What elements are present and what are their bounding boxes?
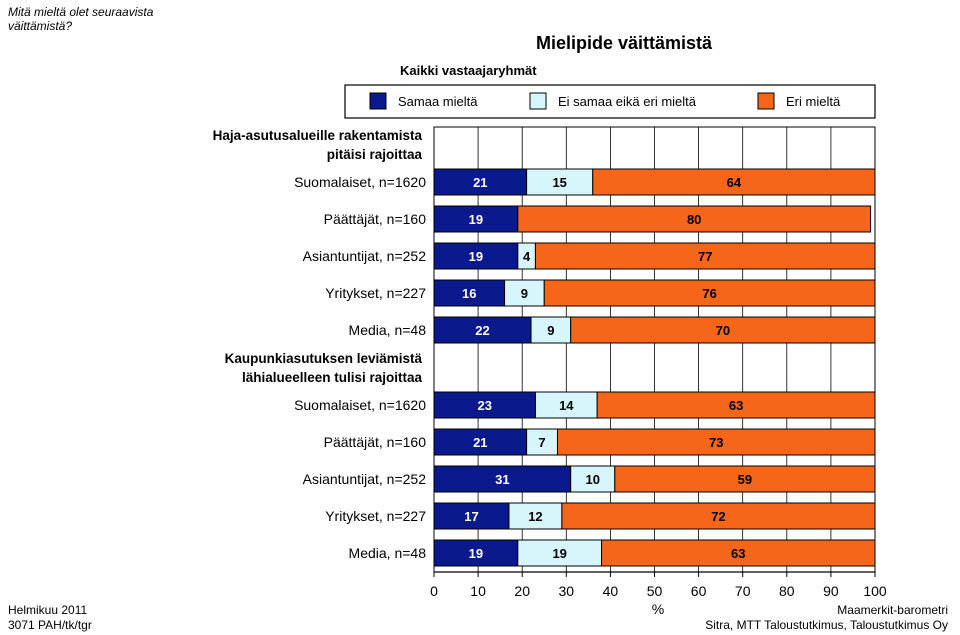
bar-value-2-5-s3: 63 xyxy=(731,546,745,561)
bar-value-2-4-s3: 72 xyxy=(711,509,725,524)
bar-value-1-2-s1: 19 xyxy=(469,212,483,227)
bar-2-4-s3 xyxy=(561,502,876,530)
bar-value-2-3-s3: 59 xyxy=(738,472,752,487)
bar-value-2-3-s1: 31 xyxy=(495,472,509,487)
x-tick-label-50: 50 xyxy=(647,583,663,599)
x-tick-label-60: 60 xyxy=(691,583,707,599)
bar-2-4-s1 xyxy=(433,502,510,530)
bar-value-2-2-s3: 73 xyxy=(709,435,723,450)
legend-box xyxy=(344,84,876,119)
bar-2-2-s3 xyxy=(556,428,876,456)
row-label-2-4: Yritykset, n=227 xyxy=(325,508,426,524)
bar-1-1-s3 xyxy=(592,168,876,196)
row-label-1-1: Suomalaiset, n=1620 xyxy=(294,174,426,190)
bar-1-2-s1 xyxy=(433,205,519,233)
bar-2-3-s3 xyxy=(614,465,876,493)
group-title-2-line2: lähialueelleen tulisi rajoittaa xyxy=(242,370,423,385)
legend-label-3: Eri mieltä xyxy=(786,94,841,109)
bar-1-1-s2 xyxy=(526,168,594,196)
group-title-1-line2: pitäisi rajoittaa xyxy=(327,147,423,162)
row-label-1-3: Asiantuntijat, n=252 xyxy=(303,248,427,264)
bar-value-2-2-s1: 21 xyxy=(473,435,487,450)
bar-value-2-2-s2: 7 xyxy=(538,435,545,450)
bar-value-1-5-s3: 70 xyxy=(716,323,730,338)
footer-code: 3071 PAH/tk/tgr xyxy=(8,618,92,632)
x-tick-label-0: 0 xyxy=(430,583,438,599)
row-label-1-4: Yritykset, n=227 xyxy=(325,285,426,301)
bar-value-1-3-s1: 19 xyxy=(469,249,483,264)
bar-value-1-2-s3: 80 xyxy=(687,212,701,227)
x-axis-title: % xyxy=(652,601,664,617)
x-tick-label-70: 70 xyxy=(735,583,751,599)
bar-1-4-s2 xyxy=(504,279,545,307)
bar-value-1-1-s1: 21 xyxy=(473,175,487,190)
bar-2-3-s1 xyxy=(433,465,572,493)
bar-value-1-3-s2: 4 xyxy=(523,249,531,264)
bar-1-5-s3 xyxy=(570,316,876,344)
survey-question: Mitä mieltä olet seuraavista väittämistä… xyxy=(8,5,154,33)
chart-subtitle: Kaikki vastaajaryhmät xyxy=(400,63,537,78)
row-label-2-1: Suomalaiset, n=1620 xyxy=(294,397,426,413)
bar-value-2-4-s1: 17 xyxy=(464,509,478,524)
bar-2-5-s1 xyxy=(433,539,519,567)
bar-2-1-s1 xyxy=(433,391,536,419)
legend-label-2: Ei samaa eikä eri mieltä xyxy=(558,94,697,109)
chart-title-wrap: Mielipide väittämistä xyxy=(0,33,960,54)
bar-1-4-s1 xyxy=(433,279,506,307)
row-label-2-2: Päättäjät, n=160 xyxy=(324,434,427,450)
bar-value-1-5-s1: 22 xyxy=(475,323,489,338)
footer-right: Maamerkit-barometri Sitra, MTT Taloustut… xyxy=(705,603,948,633)
row-label-2-5: Media, n=48 xyxy=(349,545,427,561)
bar-2-1-s2 xyxy=(534,391,598,419)
bar-1-3-s1 xyxy=(433,242,519,270)
group-title-2-line1: Kaupunkiasutuksen leviämistä xyxy=(225,351,423,366)
bar-1-2-s3 xyxy=(517,205,872,233)
x-tick-label-30: 30 xyxy=(559,583,575,599)
group-title-1-line1: Haja-asutusalueille rakentamista xyxy=(213,128,423,143)
x-tick-label-100: 100 xyxy=(863,583,887,599)
bar-value-1-4-s3: 76 xyxy=(702,286,716,301)
x-tick-label-40: 40 xyxy=(603,583,619,599)
bar-value-2-1-s1: 23 xyxy=(477,398,491,413)
bar-1-1-s1 xyxy=(433,168,528,196)
footer-left: Helmikuu 2011 3071 PAH/tk/tgr xyxy=(8,603,92,633)
row-label-1-5: Media, n=48 xyxy=(349,322,427,338)
bar-2-5-s3 xyxy=(601,539,876,567)
bar-2-2-s2 xyxy=(526,428,558,456)
legend-swatch-2 xyxy=(529,92,547,110)
bar-1-5-s1 xyxy=(433,316,532,344)
bar-value-2-5-s2: 19 xyxy=(552,546,566,561)
bar-value-1-3-s3: 77 xyxy=(698,249,712,264)
bar-2-2-s1 xyxy=(433,428,528,456)
x-tick-label-80: 80 xyxy=(779,583,795,599)
bar-value-2-4-s2: 12 xyxy=(528,509,542,524)
chart-title: Mielipide väittämistä xyxy=(535,33,713,53)
bar-2-5-s2 xyxy=(517,539,603,567)
footer-credits: Sitra, MTT Taloustutkimus, Taloustutkimu… xyxy=(705,618,948,632)
footer-date: Helmikuu 2011 xyxy=(8,603,88,617)
bar-value-1-1-s2: 15 xyxy=(552,175,566,190)
row-label-1-2: Päättäjät, n=160 xyxy=(324,211,427,227)
bar-value-1-1-s3: 64 xyxy=(727,175,742,190)
bar-value-1-5-s2: 9 xyxy=(547,323,554,338)
legend-label-1: Samaa mieltä xyxy=(398,94,478,109)
footer-source: Maamerkit-barometri xyxy=(837,603,948,617)
bar-1-3-s3 xyxy=(534,242,876,270)
bar-2-1-s3 xyxy=(596,391,876,419)
bar-value-1-4-s2: 9 xyxy=(521,286,528,301)
bar-1-4-s3 xyxy=(543,279,876,307)
x-tick-label-20: 20 xyxy=(514,583,530,599)
x-tick-label-10: 10 xyxy=(470,583,486,599)
bar-value-2-1-s2: 14 xyxy=(559,398,574,413)
bar-value-1-4-s1: 16 xyxy=(462,286,476,301)
legend-swatch-1 xyxy=(369,92,387,110)
bar-value-2-1-s3: 63 xyxy=(729,398,743,413)
x-tick-label-90: 90 xyxy=(823,583,839,599)
bar-value-2-3-s2: 10 xyxy=(586,472,600,487)
bar-value-2-5-s1: 19 xyxy=(469,546,483,561)
row-label-2-3: Asiantuntijat, n=252 xyxy=(303,471,427,487)
legend-swatch-3 xyxy=(757,92,775,110)
